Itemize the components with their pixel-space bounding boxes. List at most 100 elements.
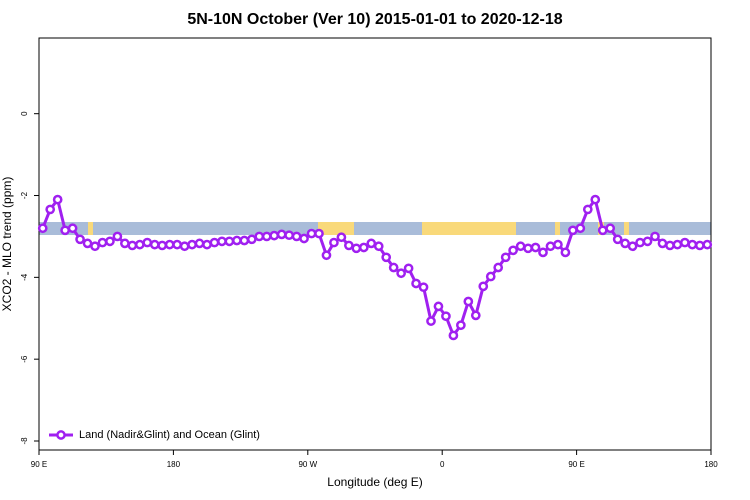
legend-box [43,424,293,446]
y-axis-label: XCO2 - MLO trend (ppm) [0,177,14,312]
legend-marker [56,430,66,440]
point [373,241,384,252]
x-axis-label: Longitude (deg E) [327,475,422,489]
point [702,239,713,250]
point [560,247,571,258]
point [485,271,496,282]
point [545,241,556,252]
point [694,240,705,251]
point [90,241,100,252]
point [381,252,392,263]
legend-label: Land (Nadir&Glint) and Ocean (Glint) [79,429,260,441]
point [665,240,675,251]
point [426,316,436,326]
point [105,236,115,247]
point [164,239,175,250]
point [239,235,250,246]
land-band [88,222,93,235]
point [149,239,160,250]
point [582,204,593,215]
point [530,242,541,253]
point [612,234,623,245]
point [314,228,324,239]
point [403,263,414,274]
point [635,237,645,248]
point [538,247,548,258]
ocean-band [39,222,711,235]
point [202,239,212,250]
point [224,236,235,247]
point [97,237,108,248]
y-tick-label: -6 [20,355,29,363]
x-tick-label: 90 W [298,460,317,469]
point [142,237,153,248]
point [194,238,205,249]
point [605,223,616,234]
point [433,301,444,312]
point [590,194,601,205]
point [276,229,287,240]
point [627,241,638,252]
point [299,233,309,244]
point [306,228,317,239]
point [396,268,406,279]
land-band [624,222,629,235]
x-tick-label: 180 [704,460,718,469]
point [575,223,586,234]
point [680,237,690,248]
point [52,194,63,205]
point [358,242,369,253]
x-tick-label: 90 E [31,460,47,469]
x-tick-label: 90 E [568,460,584,469]
point [456,320,466,331]
point [411,278,421,289]
point [366,238,377,249]
y-tick-label: 0 [20,111,29,116]
point [388,262,399,273]
point [657,238,668,249]
point [157,240,168,251]
point [418,282,429,293]
point [642,236,653,247]
point [508,245,518,256]
point [75,234,85,245]
point [254,231,265,242]
point [232,235,242,246]
land-ocean-band [39,222,711,235]
point [478,281,489,292]
point [134,239,145,250]
point [269,230,280,241]
point [284,230,294,241]
point [60,225,70,236]
point [463,296,474,307]
point [687,239,698,250]
land-band [555,222,560,235]
point [672,239,683,250]
point [470,310,481,321]
point [441,311,451,322]
land-band [318,222,354,235]
point [336,232,347,243]
x-tick-label: 0 [440,460,445,469]
point [217,236,227,247]
point [597,225,608,236]
point [351,243,362,254]
chart-title: 5N-10N October (Ver 10) 2015-01-01 to 20… [187,11,562,28]
point [329,237,339,248]
point [321,250,332,261]
point [172,239,182,250]
point [515,241,526,252]
point [112,231,123,242]
x-tick-label: 180 [167,460,181,469]
point [291,231,302,242]
point [344,240,354,251]
point [493,262,504,273]
point [209,237,220,248]
land-band [422,222,516,235]
point [500,252,511,263]
point [261,231,272,242]
point [553,239,563,250]
point [82,238,93,249]
